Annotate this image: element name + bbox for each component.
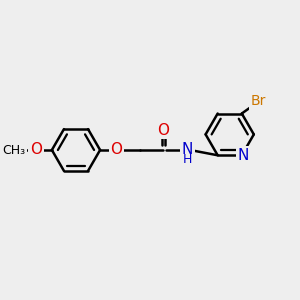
Text: N: N bbox=[238, 148, 249, 163]
Text: H: H bbox=[182, 153, 192, 166]
Text: O: O bbox=[157, 123, 169, 138]
Text: CH₃: CH₃ bbox=[2, 143, 25, 157]
Text: O: O bbox=[110, 142, 122, 158]
Text: O: O bbox=[30, 142, 42, 158]
Text: N: N bbox=[182, 142, 193, 158]
Text: Br: Br bbox=[251, 94, 266, 108]
